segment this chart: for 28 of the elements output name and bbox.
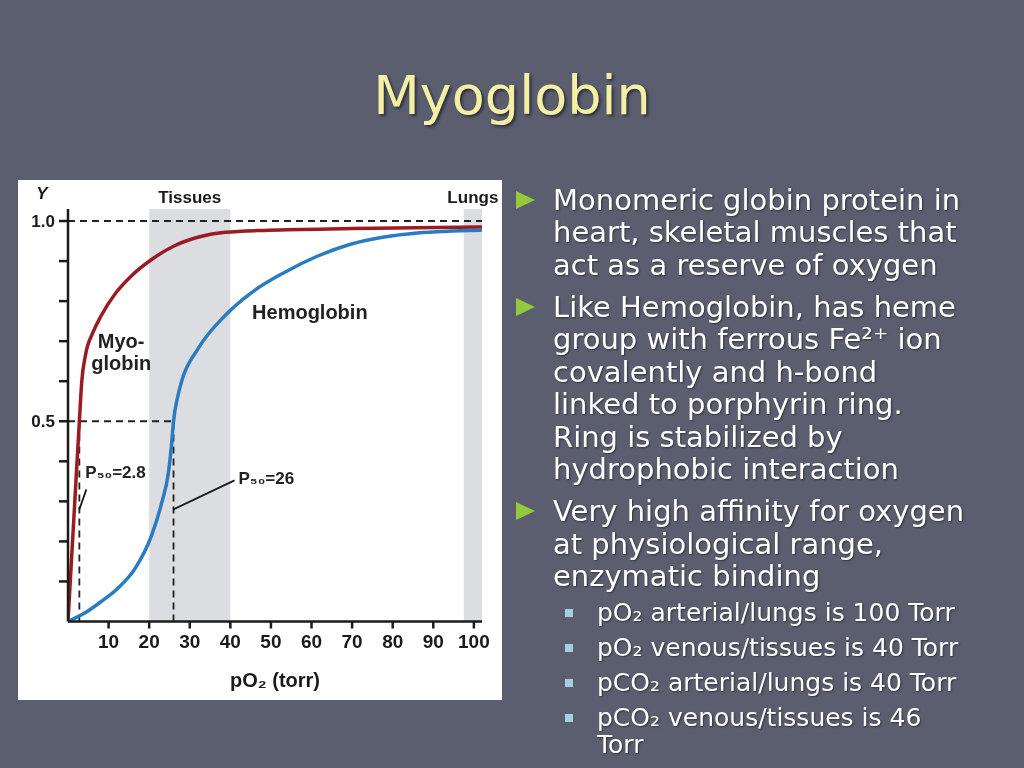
band-label: Lungs: [447, 188, 499, 207]
chart-title: Myoglobin: [372, 64, 652, 127]
text: Monomeric globin protein in heart, skeletal muscles that act as a reserve of oxygen: [553, 182, 962, 282]
text: pO₂ venous/tissues is 40 Torr: [597, 632, 960, 662]
text: pCO₂ arterial/lungs is 40 Torr: [597, 667, 958, 697]
x-tick-label: 100: [458, 630, 490, 652]
annotation: P₅₀=26: [238, 469, 295, 489]
x-axis-title: pO₂ (torr): [230, 669, 320, 691]
text: pO₂ arterial/lungs is 100 Torr: [597, 597, 956, 627]
series-label: Myo- globin: [91, 329, 152, 374]
text: Like Hemoglobin, has heme group with ferrous Fe²⁺ ion covalently and h-bond linked to porphyrin ring. Ring is stabilized by hydrophobic interaction: [553, 289, 957, 487]
band-label: Tissues: [158, 188, 222, 207]
x-tick-label: 50: [260, 630, 282, 652]
x-tick-label: 10: [98, 630, 120, 652]
x-tick-label: 70: [341, 630, 363, 652]
x-tick-label: 90: [422, 630, 444, 652]
text: pCO₂ venous/tissues is 46 Torr: [597, 702, 923, 759]
x-tick-label: 40: [219, 630, 241, 652]
series-label: Hemoglobin: [252, 300, 368, 323]
x-tick-label: 60: [300, 630, 323, 652]
annotation: P₅₀=2.8: [85, 463, 146, 483]
y-tick-label: 1.0: [31, 212, 55, 232]
x-tick-label: 20: [138, 630, 160, 652]
y-axis-title: Y: [36, 184, 50, 203]
text: Very high affinity for oxygen at physiological range, enzymatic binding: [553, 494, 966, 594]
x-tick-label: 30: [179, 630, 201, 652]
y-tick-label: 0.5: [31, 412, 55, 432]
x-tick-label: 80: [382, 630, 404, 652]
